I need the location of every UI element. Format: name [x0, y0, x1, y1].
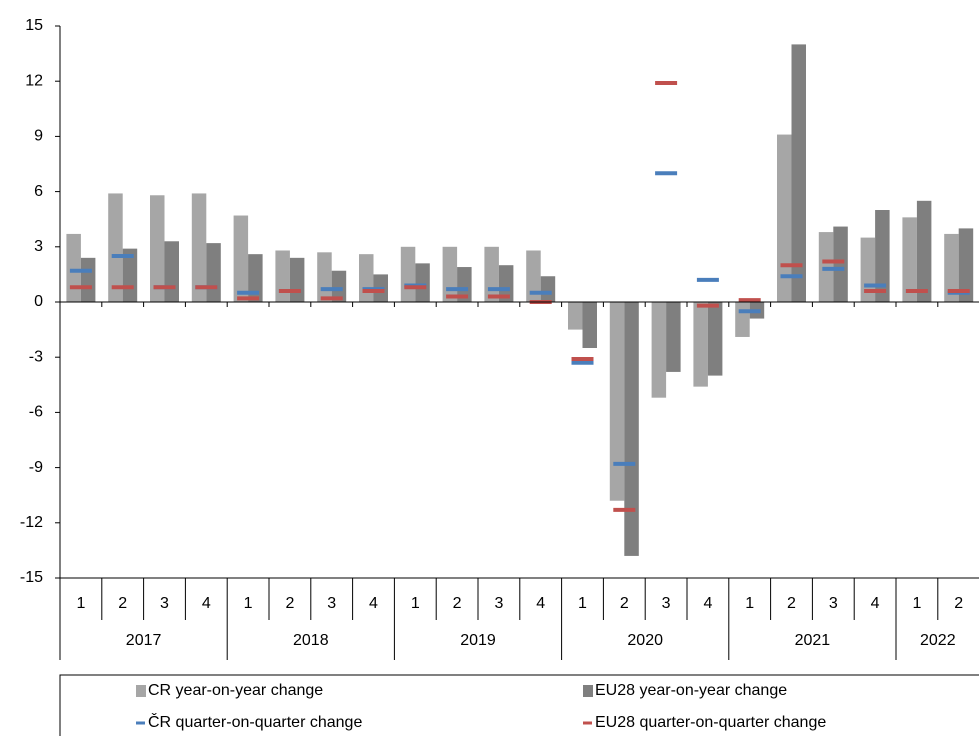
- x-tick-label: 3: [829, 595, 838, 612]
- x-tick-label: 4: [871, 595, 880, 612]
- y-tick-label: -15: [20, 569, 43, 586]
- bar: [498, 265, 514, 302]
- x-tick-label: 2: [118, 595, 127, 612]
- x-tick-label: 2: [285, 595, 294, 612]
- y-tick-label: 6: [34, 183, 43, 200]
- y-tick-label: -6: [29, 404, 43, 421]
- x-tick-label: 4: [369, 595, 378, 612]
- bar: [707, 302, 723, 376]
- year-label: 2018: [293, 632, 329, 649]
- x-tick-label: 4: [536, 595, 545, 612]
- y-tick-label: 15: [25, 17, 43, 34]
- year-label: 2017: [126, 632, 162, 649]
- bar: [902, 217, 917, 302]
- bar: [248, 254, 263, 302]
- x-tick-label: 1: [912, 595, 921, 612]
- legend-swatch: [583, 685, 593, 697]
- bar: [666, 302, 681, 372]
- bar: [916, 200, 932, 302]
- bar: [233, 215, 249, 302]
- bar: [944, 233, 959, 302]
- legend-label: EU28 year-on-year change: [595, 682, 787, 699]
- bar: [66, 233, 81, 302]
- bar: [191, 193, 207, 302]
- bar: [958, 228, 974, 302]
- bar: [526, 250, 541, 302]
- bar: [484, 246, 499, 302]
- bar: [791, 44, 806, 303]
- x-tick-label: 1: [745, 595, 754, 612]
- x-tick-label: 3: [494, 595, 503, 612]
- bar: [540, 276, 556, 302]
- y-tick-label: -3: [29, 348, 43, 365]
- x-tick-label: 1: [76, 595, 85, 612]
- bar: [317, 252, 332, 302]
- legend-label: EU28 quarter-on-quarter change: [595, 714, 826, 731]
- bar: [442, 246, 458, 302]
- x-tick-label: 2: [453, 595, 462, 612]
- legend-box: [59, 674, 979, 736]
- x-tick-label: 3: [662, 595, 671, 612]
- y-tick-label: 3: [34, 238, 43, 255]
- x-tick-label: 1: [578, 595, 587, 612]
- bar: [833, 226, 848, 302]
- bar: [457, 267, 472, 302]
- bar: [875, 210, 890, 302]
- y-tick-label: 9: [34, 128, 43, 145]
- y-tick-label: -9: [29, 459, 43, 476]
- bar: [164, 241, 179, 302]
- x-tick-label: 4: [703, 595, 712, 612]
- x-tick-label: 2: [620, 595, 629, 612]
- x-tick-label: 3: [327, 595, 336, 612]
- bar: [777, 134, 792, 302]
- bar: [108, 193, 123, 302]
- bar: [415, 263, 430, 302]
- bar: [693, 302, 708, 387]
- bar: [400, 246, 416, 302]
- bar: [150, 195, 165, 302]
- bar: [609, 302, 625, 501]
- legend-label: CR year-on-year change: [148, 682, 323, 699]
- x-tick-label: 3: [160, 595, 169, 612]
- legend-swatch: [136, 685, 146, 697]
- year-label: 2020: [627, 632, 663, 649]
- bar: [582, 302, 597, 348]
- bar: [568, 302, 583, 330]
- x-tick-label: 4: [202, 595, 211, 612]
- legend-label: ČR quarter-on-quarter change: [148, 712, 362, 731]
- bar: [359, 254, 374, 302]
- x-tick-label: 1: [411, 595, 420, 612]
- bar: [206, 243, 221, 302]
- year-label: 2019: [460, 632, 496, 649]
- year-label: 2022: [920, 632, 956, 649]
- x-tick-label: 1: [244, 595, 253, 612]
- year-label: 2021: [795, 632, 831, 649]
- bar: [80, 257, 96, 302]
- bar: [651, 302, 667, 398]
- bar: [275, 250, 290, 302]
- x-tick-label: 2: [954, 595, 963, 612]
- y-tick-label: 0: [34, 293, 43, 310]
- y-tick-label: 12: [25, 72, 43, 89]
- bar: [331, 270, 347, 302]
- bar: [735, 302, 750, 337]
- bar: [624, 302, 639, 556]
- bar: [289, 257, 305, 302]
- x-tick-label: 2: [787, 595, 796, 612]
- y-tick-label: -12: [20, 514, 43, 531]
